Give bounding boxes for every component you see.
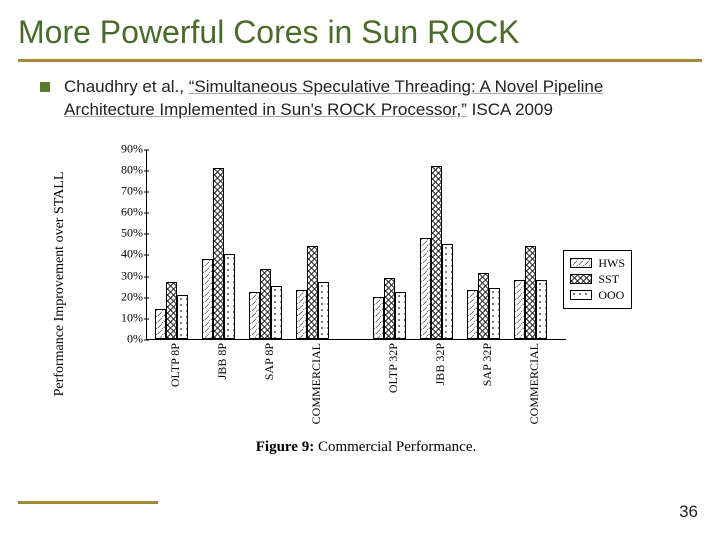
x-tick-label: COMMERCIAL: [309, 339, 324, 424]
chart: Performance Improvement over STALL HWSSS…: [86, 144, 646, 424]
page-number: 36: [679, 502, 698, 522]
bar-ooo: [177, 295, 188, 339]
bar-hws: [202, 259, 213, 339]
y-tick: 60%: [103, 205, 143, 220]
bar-hws: [373, 297, 384, 339]
bar-sst: [307, 246, 318, 339]
legend-row: HWS: [570, 256, 625, 271]
footer-rule: [18, 501, 158, 504]
legend-swatch: [570, 290, 592, 300]
bar-group: SAP 8P: [249, 269, 282, 339]
bar-ooo: [224, 254, 235, 338]
citation-prefix: Chaudhry et al.,: [64, 77, 189, 96]
legend-swatch: [570, 258, 592, 268]
bullet-square-icon: [40, 82, 50, 92]
x-tick-label: JBB 32P: [433, 339, 448, 385]
bar-group: SAP 32P: [467, 273, 500, 338]
plot-area: HWSSSTOOO 0%10%20%30%40%50%60%70%80%90%O…: [146, 150, 566, 340]
body: Chaudhry et al., “Simultaneous Speculati…: [0, 62, 720, 424]
y-tick: 50%: [103, 226, 143, 241]
y-tick: 0%: [103, 331, 143, 346]
legend-label: OOO: [598, 288, 624, 303]
bar-ooo: [489, 288, 500, 339]
bar-ooo: [318, 282, 329, 339]
slide-title: More Powerful Cores in Sun ROCK: [0, 0, 720, 59]
y-tick: 30%: [103, 268, 143, 283]
bar-hws: [249, 292, 260, 338]
y-tick: 40%: [103, 247, 143, 262]
legend-label: HWS: [598, 256, 625, 271]
y-tick: 70%: [103, 184, 143, 199]
x-tick-label: COMMERCIAL: [527, 339, 542, 424]
x-tick-label: OLTP 8P: [168, 339, 183, 387]
bar-hws: [296, 290, 307, 339]
caption-prefix: Figure 9:: [256, 439, 318, 455]
x-tick-label: SAP 8P: [262, 339, 277, 380]
bar-hws: [514, 280, 525, 339]
bar-sst: [431, 166, 442, 339]
citation-suffix: ISCA 2009: [467, 100, 553, 119]
caption-body: Commercial Performance.: [318, 439, 476, 455]
x-tick-label: OLTP 32P: [386, 339, 401, 393]
bar-sst: [260, 269, 271, 339]
bar-ooo: [395, 292, 406, 338]
x-tick-label: SAP 32P: [480, 339, 495, 386]
bar-hws: [467, 290, 478, 339]
y-tick: 10%: [103, 310, 143, 325]
figure-caption: Figure 9: Commercial Performance.: [86, 439, 646, 456]
bar-group: JBB 8P: [202, 168, 235, 339]
x-tick-label: JBB 8P: [215, 339, 230, 379]
bar-sst: [478, 273, 489, 338]
bar-ooo: [442, 244, 453, 339]
bar-ooo: [536, 280, 547, 339]
bar-group: COMMERCIAL: [296, 246, 329, 339]
bullet-item: Chaudhry et al., “Simultaneous Speculati…: [40, 76, 692, 122]
legend-swatch: [570, 274, 592, 284]
bar-group: OLTP 32P: [373, 278, 406, 339]
y-tick: 20%: [103, 289, 143, 304]
bar-hws: [155, 309, 166, 339]
bar-group: OLTP 8P: [155, 282, 188, 339]
bar-hws: [420, 238, 431, 339]
bar-sst: [525, 246, 536, 339]
bar-group: JBB 32P: [420, 166, 453, 339]
bar-sst: [213, 168, 224, 339]
y-tick: 80%: [103, 163, 143, 178]
bar-sst: [384, 278, 395, 339]
bar-sst: [166, 282, 177, 339]
legend-label: SST: [598, 272, 619, 287]
y-tick: 90%: [103, 141, 143, 156]
legend-row: OOO: [570, 288, 625, 303]
legend-row: SST: [570, 272, 625, 287]
bar-ooo: [271, 286, 282, 339]
bar-group: COMMERCIAL: [514, 246, 547, 339]
legend: HWSSSTOOO: [563, 250, 632, 309]
y-axis-label: Performance Improvement over STALL: [52, 172, 68, 397]
citation-text: Chaudhry et al., “Simultaneous Speculati…: [64, 76, 692, 122]
